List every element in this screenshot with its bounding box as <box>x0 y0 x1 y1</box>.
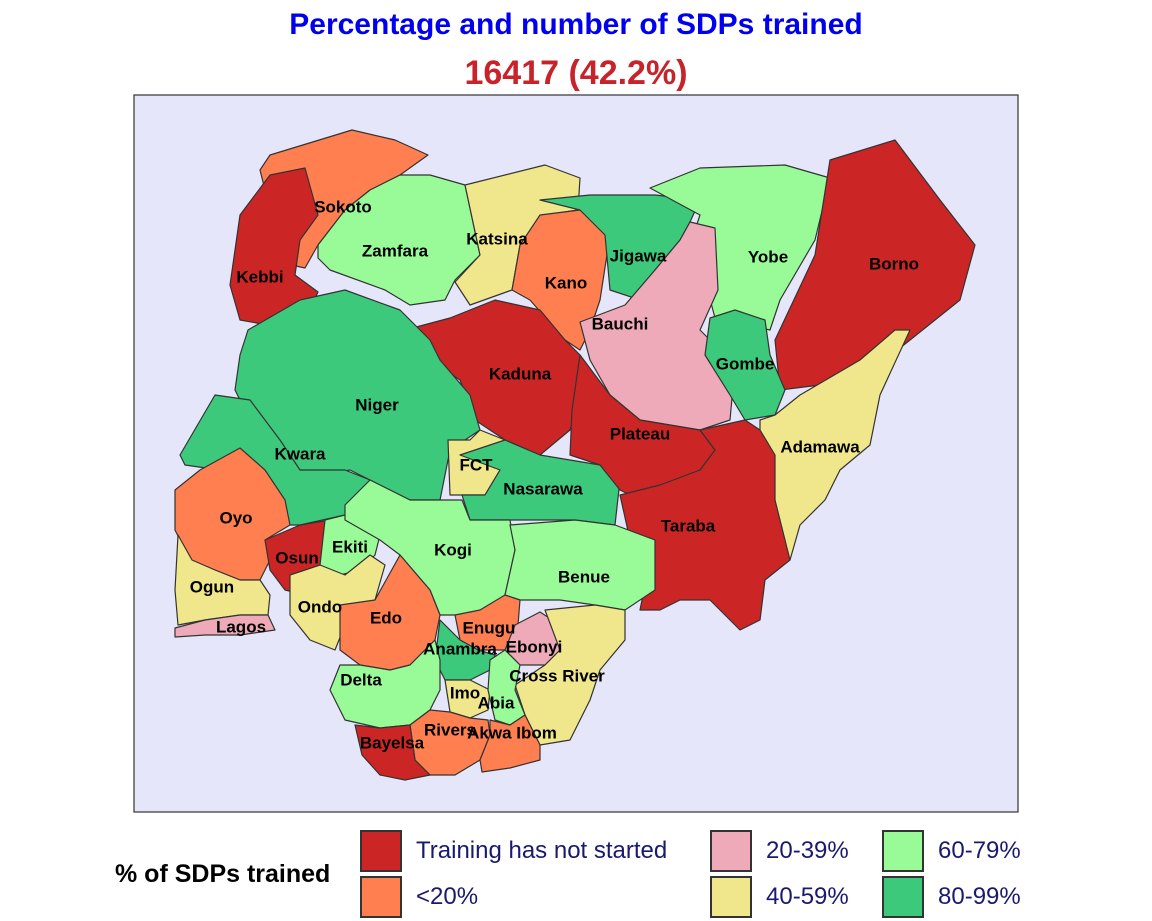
state-label-borno: Borno <box>869 254 919 273</box>
state-label-anambra: Anambra <box>423 639 497 658</box>
state-label-taraba: Taraba <box>661 516 716 535</box>
state-label-kwara: Kwara <box>274 444 326 463</box>
state-label-kaduna: Kaduna <box>489 364 552 383</box>
state-label-fct: FCT <box>459 455 493 474</box>
legend-item-lt20: <20% <box>360 876 478 918</box>
state-label-edo: Edo <box>370 608 402 627</box>
state-label-sokoto: Sokoto <box>314 197 372 216</box>
state-label-abia: Abia <box>478 693 515 712</box>
state-label-imo: Imo <box>450 683 480 702</box>
legend-swatch <box>710 830 752 872</box>
state-benue <box>504 519 656 611</box>
labels-layer: Sokoto Kebbi Zamfara Katsina Kano Jigawa Yobe B… <box>190 197 919 752</box>
state-label-plateau: Plateau <box>610 424 670 443</box>
states-layer <box>174 129 976 781</box>
state-label-adamawa: Adamawa <box>780 437 860 456</box>
state-label-jigawa: Jigawa <box>610 246 667 265</box>
state-label-yobe: Yobe <box>748 247 788 266</box>
state-taraba <box>619 419 791 631</box>
legend-label: <20% <box>416 883 479 910</box>
state-label-enugu: Enugu <box>463 618 516 637</box>
state-label-lagos: Lagos <box>216 617 266 636</box>
legend-swatch <box>360 830 402 872</box>
legend-label: Training has not started <box>416 837 668 864</box>
state-label-bayelsa: Bayelsa <box>360 733 425 752</box>
legend-label: 40-59% <box>766 883 849 910</box>
state-lagos <box>174 614 276 638</box>
state-label-cross-river: Cross River <box>509 666 605 685</box>
state-label-gombe: Gombe <box>716 354 775 373</box>
legend-item-p40-59: 40-59% <box>710 876 849 918</box>
legend-item-p20-39: 20-39% <box>710 830 849 872</box>
legend-label: 80-99% <box>938 883 1021 910</box>
legend-swatch <box>360 876 402 918</box>
state-label-oyo: Oyo <box>219 508 252 527</box>
state-label-zamfara: Zamfara <box>362 241 429 260</box>
state-label-kano: Kano <box>545 273 588 292</box>
state-bayelsa <box>354 724 431 781</box>
state-label-nasarawa: Nasarawa <box>503 479 583 498</box>
state-label-niger: Niger <box>355 395 399 414</box>
state-bauchi <box>579 221 736 431</box>
state-label-bauchi: Bauchi <box>592 314 649 333</box>
state-gombe <box>704 309 786 421</box>
state-label-ekiti: Ekiti <box>332 537 368 556</box>
state-label-katsina: Katsina <box>466 229 528 248</box>
state-label-osun: Osun <box>275 548 318 567</box>
legend-item-not-started: Training has not started <box>360 830 667 872</box>
legend-item-p60-79: 60-79% <box>882 830 1021 872</box>
legend-swatch <box>882 876 924 918</box>
legend-label: 20-39% <box>766 837 849 864</box>
state-akwa-ibom <box>479 714 541 773</box>
state-label-delta: Delta <box>340 670 382 689</box>
state-cross-river <box>514 604 626 746</box>
map-title: Percentage and number of SDPs trained <box>289 8 863 41</box>
legend-item-p80-99: 80-99% <box>882 876 1021 918</box>
state-label-kebbi: Kebbi <box>236 267 283 286</box>
map-subtitle: 16417 (42.2%) <box>464 54 688 92</box>
state-label-ebonyi: Ebonyi <box>506 637 563 656</box>
state-label-benue: Benue <box>558 567 610 586</box>
state-label-akwa-ibom: Akwa Ibom <box>467 723 557 742</box>
legend-swatch <box>710 876 752 918</box>
legend-swatch <box>882 830 924 872</box>
state-label-rivers: Rivers <box>424 720 476 739</box>
state-label-ogun: Ogun <box>190 577 234 596</box>
state-delta <box>329 639 441 729</box>
state-label-kogi: Kogi <box>434 540 472 559</box>
state-zamfara <box>317 174 481 306</box>
legend-label: 60-79% <box>938 837 1021 864</box>
state-label-ondo: Ondo <box>298 597 342 616</box>
state-ogun <box>174 534 271 626</box>
legend-title: % of SDPs trained <box>115 860 331 888</box>
